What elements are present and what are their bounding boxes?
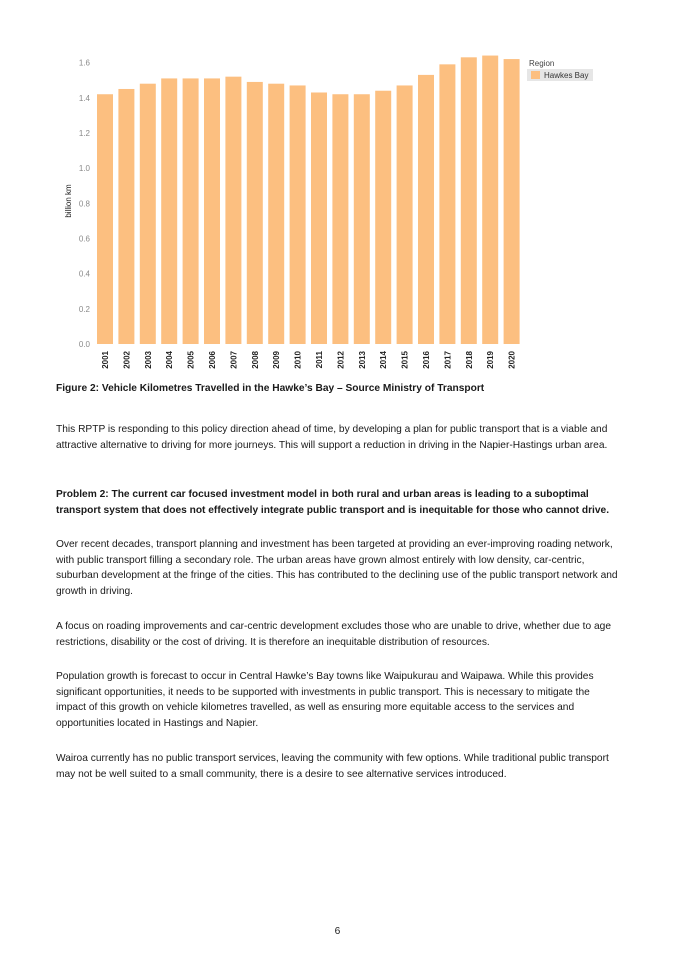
paragraph-transport-planning: Over recent decades, transport planning … (56, 539, 618, 597)
bar-2019 (482, 55, 499, 344)
x-tick-label: 2005 (187, 350, 196, 368)
x-tick-label: 2012 (336, 350, 345, 368)
x-tick-label: 2013 (358, 350, 367, 368)
bar-2016 (418, 74, 434, 345)
vkt-bar-chart: 0.0 0.2 0.4 0.6 0.8 1.0 1.2 1.4 1.6 2001 2002 2003… (64, 55, 593, 369)
y-axis-label: billion km (64, 184, 73, 218)
bar-2009 (268, 83, 285, 344)
bar-2014 (375, 90, 392, 345)
x-tick-label: 2002 (122, 350, 131, 368)
problem-2-heading: Problem 2: The current car focused inves… (56, 489, 610, 516)
y-tick-label: 0.8 (79, 199, 91, 208)
legend-title: Region (529, 59, 554, 68)
x-tick-label: 2014 (379, 350, 388, 368)
x-tick-label: 2010 (294, 350, 303, 368)
x-tick-label: 2019 (486, 350, 495, 368)
bar-2010 (289, 85, 306, 344)
bars (97, 55, 520, 345)
legend-swatch (531, 71, 540, 79)
bar-2017 (439, 64, 456, 345)
bar-2020 (503, 59, 520, 344)
x-tick-label: 2008 (251, 350, 260, 368)
bar-2003 (139, 83, 156, 344)
bar-2013 (353, 94, 370, 344)
y-tick-label: 0.2 (79, 305, 91, 314)
legend-item-background (527, 69, 593, 81)
bar-2001 (97, 94, 113, 344)
x-tick-label: 2001 (101, 350, 110, 368)
bar-2002 (118, 88, 135, 345)
bar-2007 (225, 76, 242, 345)
y-tick-label: 0.0 (79, 340, 91, 349)
x-tick-label: 2009 (272, 350, 281, 368)
bar-2008 (246, 81, 263, 344)
x-tick-label: 2006 (208, 350, 217, 368)
bar-2015 (396, 85, 413, 344)
bar-2004 (161, 78, 178, 344)
y-tick-label: 1.4 (79, 94, 91, 103)
x-axis-ticks: 2001 2002 2003 2004 2005 2006 2007 2008 2009 2010… (101, 350, 517, 368)
bar-2018 (460, 57, 477, 344)
bar-2011 (311, 92, 327, 344)
y-tick-label: 1.6 (79, 59, 91, 68)
bar-2005 (182, 78, 199, 344)
x-tick-label: 2017 (443, 350, 452, 368)
paragraph-wairoa: Wairoa currently has no public transport… (56, 753, 609, 780)
page-number: 6 (334, 926, 341, 937)
y-tick-label: 1.0 (79, 164, 91, 173)
x-tick-label: 2016 (422, 350, 431, 368)
x-tick-label: 2007 (229, 350, 238, 368)
paragraph-population-growth: Population growth is forecast to occur i… (56, 671, 594, 729)
legend-label: Hawkes Bay (544, 71, 588, 80)
x-tick-label: 2011 (315, 350, 324, 368)
bar-2012 (332, 94, 349, 344)
figure-caption: Figure 2: Vehicle Kilometres Travelled i… (56, 383, 485, 394)
x-tick-label: 2003 (144, 350, 153, 368)
paragraph-roading-focus: A focus on roading improvements and car-… (56, 621, 611, 648)
y-tick-label: 0.6 (79, 234, 91, 243)
x-tick-label: 2020 (508, 350, 517, 368)
x-tick-label: 2004 (165, 350, 174, 368)
x-tick-label: 2018 (465, 350, 474, 368)
paragraph-rptp-response: This RPTP is responding to this policy d… (56, 424, 608, 451)
bar-2006 (204, 78, 220, 344)
y-axis-ticks: 0.0 0.2 0.4 0.6 0.8 1.0 1.2 1.4 1.6 (79, 59, 91, 349)
y-tick-label: 0.4 (79, 270, 91, 279)
x-tick-label: 2015 (401, 350, 410, 368)
y-tick-label: 1.2 (79, 129, 91, 138)
